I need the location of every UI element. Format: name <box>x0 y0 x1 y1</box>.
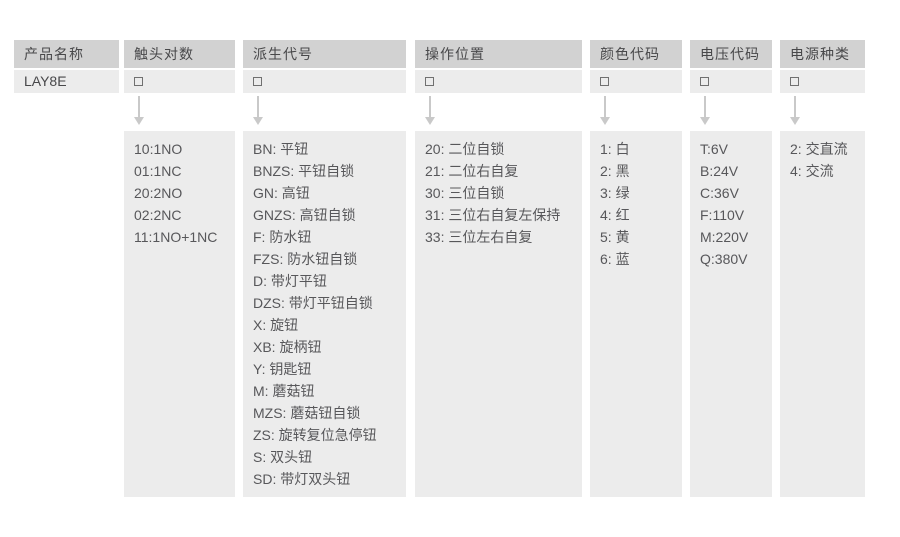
list-item: 1: 白 <box>600 141 630 157</box>
list-item: MZS: 蘑菇钮自锁 <box>253 405 361 421</box>
power-type-placeholder-cell <box>780 70 865 93</box>
list-item: GNZS: 高钮自锁 <box>253 207 356 223</box>
list-item: 01:1NC <box>134 163 182 179</box>
list-item: DZS: 带灯平钮自锁 <box>253 295 373 311</box>
placeholder-square-icon <box>425 77 434 86</box>
column-header-operating-position: 操作位置 <box>415 40 582 68</box>
list-item: SD: 带灯双头钮 <box>253 471 351 487</box>
down-arrow-icon <box>425 96 435 125</box>
placeholder-square-icon <box>253 77 262 86</box>
list-item: ZS: 旋转复位急停钮 <box>253 427 377 443</box>
column-header-label: 颜色代码 <box>600 46 660 62</box>
column-header-contact-pairs: 触头对数 <box>124 40 235 68</box>
list-item: GN: 高钮 <box>253 185 310 201</box>
list-item: F:110V <box>700 207 745 223</box>
list-item: S: 双头钮 <box>253 449 313 465</box>
list-item: 2: 交直流 <box>790 141 848 157</box>
list-item: 3: 绿 <box>600 185 630 201</box>
list-item: 20:2NO <box>134 185 183 201</box>
list-item: BNZS: 平钮自锁 <box>253 163 355 179</box>
list-item: BN: 平钮 <box>253 141 309 157</box>
list-item: 30: 三位自锁 <box>425 185 505 201</box>
column-header-label: 触头对数 <box>134 46 194 62</box>
list-item: FZS: 防水钮自锁 <box>253 251 358 267</box>
list-item: 33: 三位左右自复 <box>425 229 533 245</box>
column-header-label: 操作位置 <box>425 46 485 62</box>
placeholder-square-icon <box>134 77 143 86</box>
column-header-product-name: 产品名称 <box>14 40 119 68</box>
list-item: 5: 黄 <box>600 229 630 245</box>
operating-position-list: 20: 二位自锁 21: 二位右自复 30: 三位自锁 31: 三位右自复左保持 33:… <box>415 131 582 497</box>
contact-pairs-placeholder-cell <box>124 70 235 93</box>
column-header-power-type: 电源种类 <box>780 40 865 68</box>
product-name-cell: LAY8E <box>14 70 119 93</box>
list-item: 10:1NO <box>134 141 183 157</box>
list-item: F: 防水钮 <box>253 229 312 245</box>
list-item: Y: 钥匙钮 <box>253 361 312 377</box>
list-item: XB: 旋柄钮 <box>253 339 322 355</box>
list-item: 4: 红 <box>600 207 630 223</box>
down-arrow-icon <box>600 96 610 125</box>
placeholder-square-icon <box>790 77 799 86</box>
down-arrow-icon <box>790 96 800 125</box>
down-arrow-icon <box>134 96 144 125</box>
column-header-label: 产品名称 <box>24 46 84 62</box>
column-header-label: 电压代码 <box>700 46 760 62</box>
list-item: T:6V <box>700 141 729 157</box>
list-item: 21: 二位右自复 <box>425 163 519 179</box>
color-code-list: 1: 白 2: 黑 3: 绿 4: 红 5: 黄 6: 蓝 <box>590 131 682 497</box>
list-item: 4: 交流 <box>790 163 834 179</box>
down-arrow-icon <box>253 96 263 125</box>
product-code-value: LAY8E <box>24 73 67 89</box>
list-item: D: 带灯平钮 <box>253 273 327 289</box>
voltage-code-list: T:6V B:24V C:36V F:110V M:220V Q:380V <box>690 131 772 497</box>
list-item: C:36V <box>700 185 739 201</box>
column-header-voltage-code: 电压代码 <box>690 40 772 68</box>
list-item: M:220V <box>700 229 749 245</box>
list-item: B:24V <box>700 163 739 179</box>
column-header-color-code: 颜色代码 <box>590 40 682 68</box>
list-item: 20: 二位自锁 <box>425 141 505 157</box>
column-header-derived-code: 派生代号 <box>243 40 406 68</box>
power-type-list: 2: 交直流 4: 交流 <box>780 131 865 497</box>
color-code-placeholder-cell <box>590 70 682 93</box>
column-header-label: 电源种类 <box>790 46 850 62</box>
list-item: X: 旋钮 <box>253 317 299 333</box>
list-item: Q:380V <box>700 251 748 267</box>
column-header-label: 派生代号 <box>253 46 313 62</box>
derived-code-placeholder-cell <box>243 70 406 93</box>
placeholder-square-icon <box>700 77 709 86</box>
placeholder-square-icon <box>600 77 609 86</box>
list-item: M: 蘑菇钮 <box>253 383 315 399</box>
operating-position-placeholder-cell <box>415 70 582 93</box>
voltage-code-placeholder-cell <box>690 70 772 93</box>
list-item: 2: 黑 <box>600 163 630 179</box>
down-arrow-icon <box>700 96 710 125</box>
list-item: 6: 蓝 <box>600 251 630 267</box>
derived-code-list: BN: 平钮 BNZS: 平钮自锁 GN: 高钮 GNZS: 高钮自锁 F: 防水钮 FZ… <box>243 131 406 497</box>
list-item: 11:1NO+1NC <box>134 229 218 245</box>
list-item: 02:2NC <box>134 207 182 223</box>
contact-pairs-list: 10:1NO 01:1NC 20:2NO 02:2NC 11:1NO+1NC <box>124 131 235 497</box>
list-item: 31: 三位右自复左保持 <box>425 207 561 223</box>
